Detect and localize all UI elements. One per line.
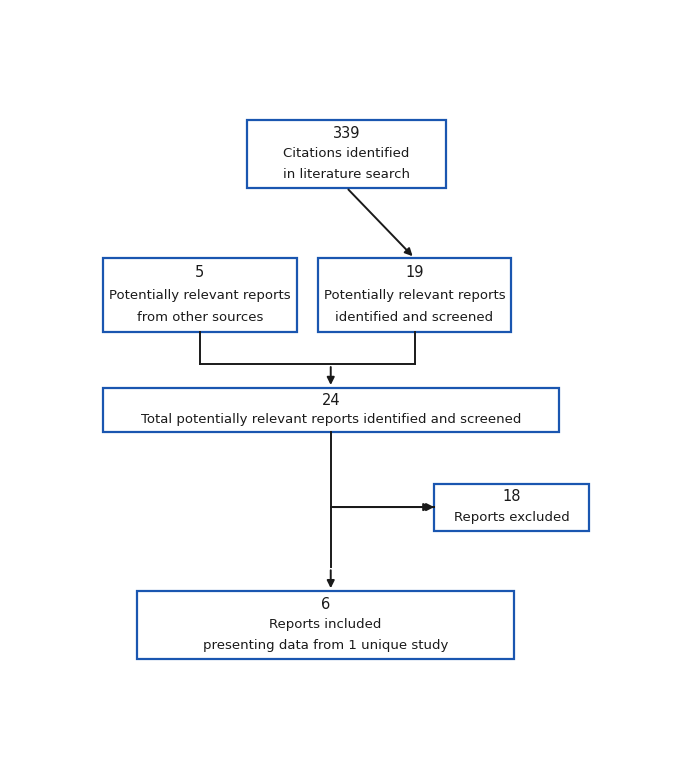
Text: 5: 5 <box>195 265 204 280</box>
FancyBboxPatch shape <box>137 591 514 659</box>
Text: Total potentially relevant reports identified and screened: Total potentially relevant reports ident… <box>141 413 521 426</box>
Text: Citations identified: Citations identified <box>283 147 410 160</box>
Text: 18: 18 <box>502 490 521 504</box>
FancyBboxPatch shape <box>247 120 446 187</box>
Text: Potentially relevant reports: Potentially relevant reports <box>324 288 506 301</box>
Text: 24: 24 <box>321 392 340 408</box>
FancyBboxPatch shape <box>103 259 297 332</box>
Text: Reports excluded: Reports excluded <box>454 511 569 524</box>
Text: in literature search: in literature search <box>283 168 410 181</box>
Text: presenting data from 1 unique study: presenting data from 1 unique study <box>203 639 448 652</box>
FancyBboxPatch shape <box>318 259 512 332</box>
FancyBboxPatch shape <box>434 483 589 531</box>
Text: from other sources: from other sources <box>137 311 263 324</box>
Text: Potentially relevant reports: Potentially relevant reports <box>109 288 291 301</box>
Text: identified and screened: identified and screened <box>335 311 493 324</box>
FancyBboxPatch shape <box>103 388 558 432</box>
Text: 19: 19 <box>406 265 424 280</box>
Text: 6: 6 <box>321 597 330 612</box>
Text: Reports included: Reports included <box>269 618 382 631</box>
Text: 339: 339 <box>333 125 360 141</box>
